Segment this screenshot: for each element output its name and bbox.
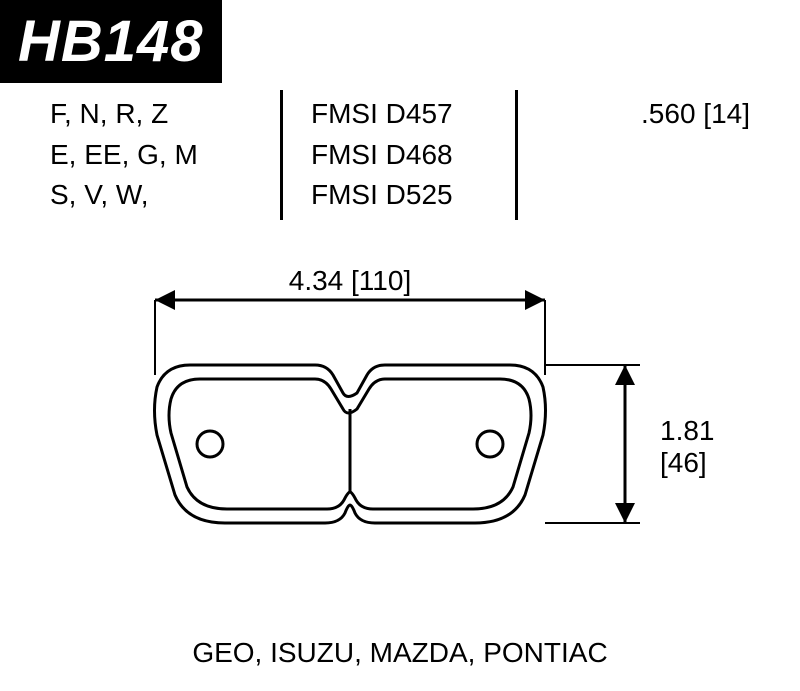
codes-line: S, V, W, (50, 175, 280, 216)
width-dimension: 4.34 [110] (155, 265, 545, 375)
height-label-2: [46] (660, 447, 707, 478)
height-label-1: 1.81 (660, 415, 715, 446)
brake-pad-diagram: 4.34 [110] 1.81 [46] (0, 250, 800, 630)
part-number: HB148 (18, 9, 204, 74)
thickness-value: .560 [14] (546, 94, 750, 135)
fmsi-line: FMSI D525 (311, 175, 515, 216)
fmsi-line: FMSI D457 (311, 94, 515, 135)
vehicle-makes: GEO, ISUZU, MAZDA, PONTIAC (0, 637, 800, 669)
fmsi-line: FMSI D468 (311, 135, 515, 176)
codes-line: F, N, R, Z (50, 94, 280, 135)
thickness-column: .560 [14] (515, 90, 750, 220)
spec-columns: F, N, R, Z E, EE, G, M S, V, W, FMSI D45… (50, 90, 750, 220)
codes-column: F, N, R, Z E, EE, G, M S, V, W, (50, 90, 280, 220)
part-number-header: HB148 (0, 0, 222, 83)
fmsi-column: FMSI D457 FMSI D468 FMSI D525 (280, 90, 515, 220)
height-dimension: 1.81 [46] (545, 365, 715, 523)
brake-pad-shape (155, 365, 546, 523)
width-label: 4.34 [110] (289, 265, 411, 296)
codes-line: E, EE, G, M (50, 135, 280, 176)
